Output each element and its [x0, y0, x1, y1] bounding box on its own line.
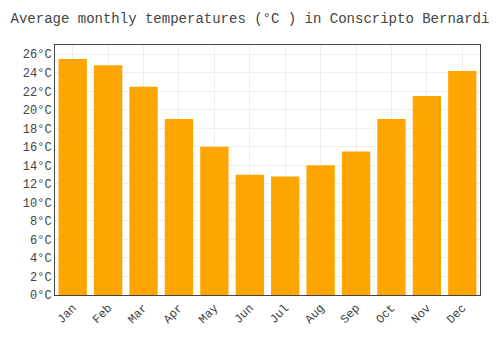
svg-text:16°C: 16°C — [23, 141, 52, 155]
svg-text:26°C: 26°C — [23, 48, 52, 62]
svg-text:Mar: Mar — [125, 302, 150, 327]
svg-text:Jul: Jul — [267, 302, 292, 327]
svg-text:6°C: 6°C — [30, 234, 52, 248]
svg-text:4°C: 4°C — [30, 252, 52, 266]
svg-text:12°C: 12°C — [23, 178, 52, 192]
svg-text:2°C: 2°C — [30, 271, 52, 285]
svg-text:14°C: 14°C — [23, 160, 52, 174]
svg-text:Aug: Aug — [303, 302, 328, 327]
svg-text:Jan: Jan — [55, 302, 80, 327]
svg-text:8°C: 8°C — [30, 215, 52, 229]
svg-text:Feb: Feb — [90, 302, 115, 327]
svg-text:Oct: Oct — [373, 302, 398, 327]
svg-text:Sep: Sep — [338, 302, 363, 327]
svg-text:Jun: Jun — [232, 302, 257, 327]
svg-text:24°C: 24°C — [23, 67, 52, 81]
svg-text:Dec: Dec — [444, 302, 469, 327]
svg-text:Nov: Nov — [409, 302, 434, 327]
svg-text:18°C: 18°C — [23, 123, 52, 137]
svg-text:22°C: 22°C — [23, 86, 52, 100]
svg-text:10°C: 10°C — [23, 197, 52, 211]
svg-text:Average monthly temperatures (: Average monthly temperatures (°C ) in Co… — [11, 11, 490, 27]
svg-text:20°C: 20°C — [23, 104, 52, 118]
svg-text:May: May — [196, 302, 221, 327]
svg-text:0°C: 0°C — [30, 289, 52, 303]
svg-text:Apr: Apr — [161, 302, 186, 327]
